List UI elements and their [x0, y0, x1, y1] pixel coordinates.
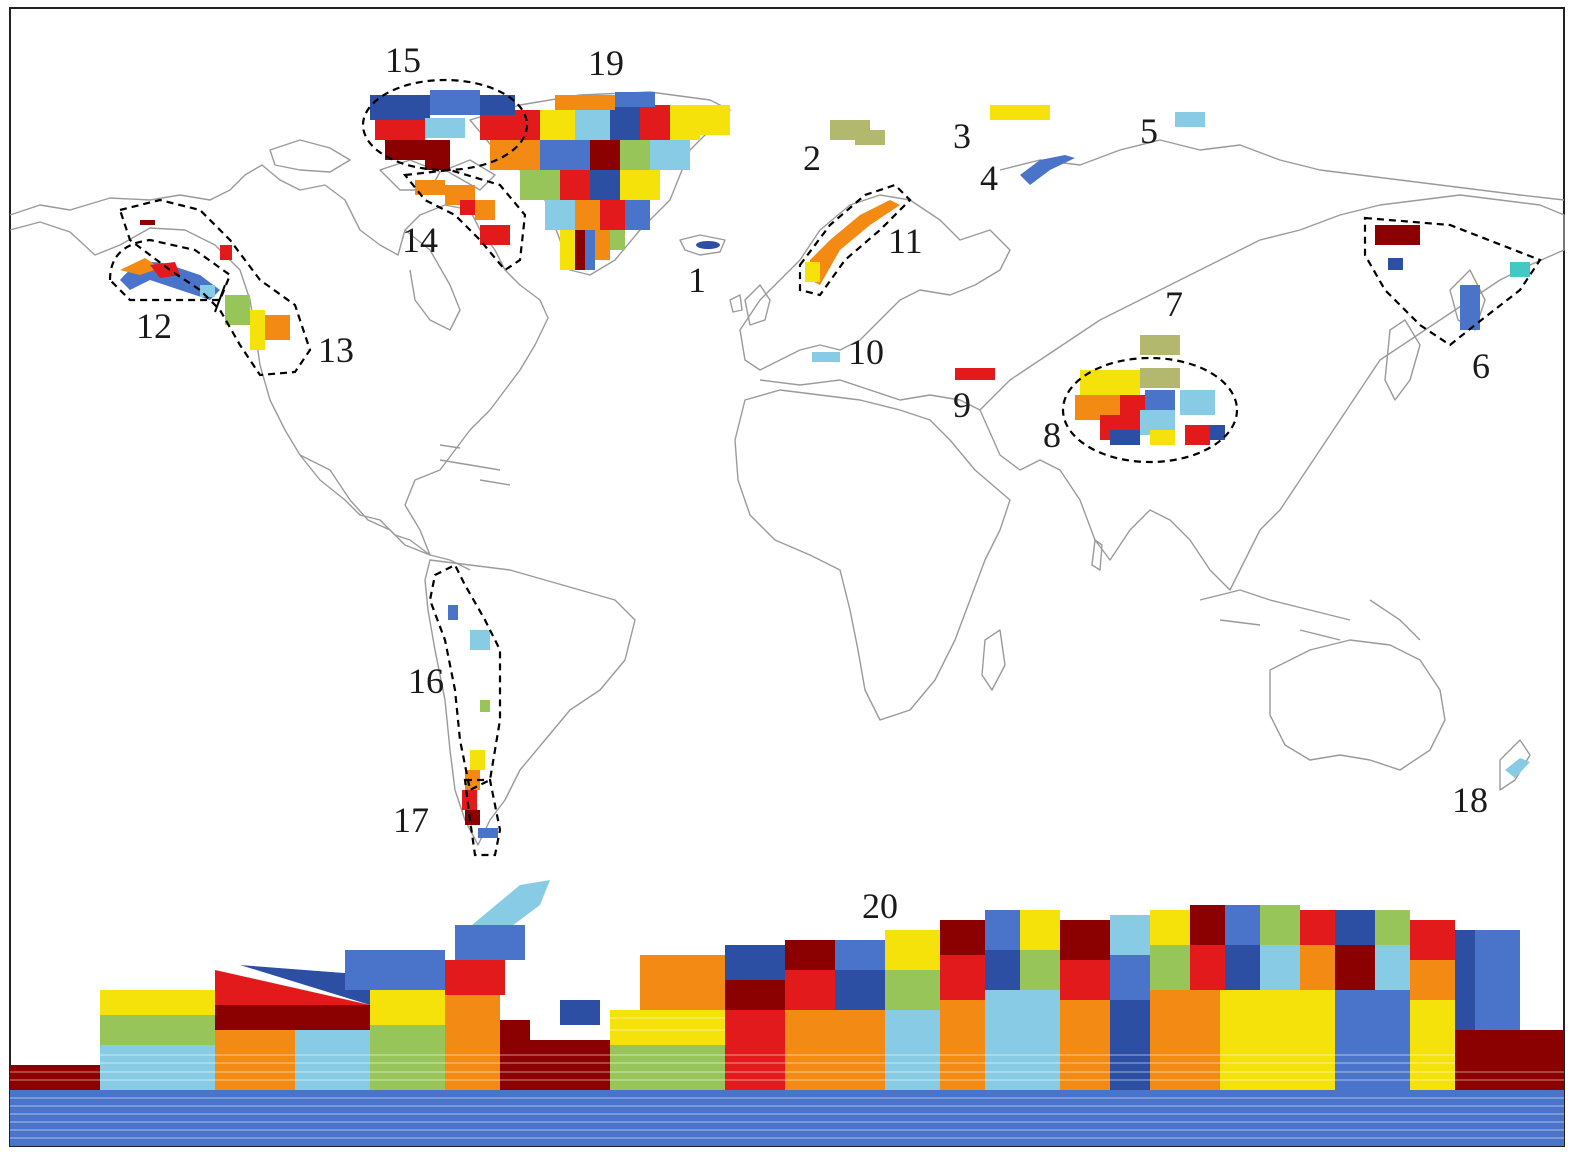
outline-region-16 [428, 563, 502, 792]
divider-12-13 [214, 284, 226, 313]
region-5-glaciers [1175, 112, 1205, 127]
outline-region-12 [108, 238, 232, 302]
region-label-13: 13 [318, 330, 354, 370]
coast-british-isles [729, 284, 771, 326]
region-17-glaciers [462, 750, 498, 838]
region-3-glaciers [990, 105, 1050, 120]
region-2-glaciers [830, 120, 885, 145]
region-label-10: 10 [848, 332, 884, 372]
coast-australia [1269, 639, 1446, 771]
region-label-6: 6 [1472, 346, 1490, 386]
region-19-glaciers [480, 92, 730, 270]
region-label-16: 16 [408, 661, 444, 701]
coast-indonesia [1199, 589, 1421, 641]
coast-mediterranean [759, 379, 981, 411]
region-label-15: 15 [385, 40, 421, 80]
glacier-regions [10, 90, 1564, 1146]
region-8-glaciers [1075, 368, 1225, 445]
outline-region-17 [463, 778, 502, 857]
coast-south-america [424, 559, 636, 846]
outline-region-8 [1061, 356, 1239, 464]
coast-iceland [679, 234, 726, 256]
coast-japan [1384, 319, 1421, 401]
coast-asia [979, 194, 1565, 591]
outline-region-14 [402, 168, 527, 272]
region-1-glaciers [696, 241, 720, 249]
region-label-7: 7 [1165, 284, 1183, 324]
region-9-glaciers [955, 368, 995, 380]
region-label-3: 3 [953, 116, 971, 156]
region-7-glaciers [1140, 335, 1180, 355]
region-label-14: 14 [402, 220, 438, 260]
region-label-12: 12 [136, 306, 172, 346]
region-label-2: 2 [803, 138, 821, 178]
region-label-9: 9 [953, 385, 971, 425]
region-label-11: 11 [888, 221, 923, 261]
region-15-glaciers [370, 90, 515, 170]
coast-caribbean [439, 444, 511, 486]
outline-region-13 [118, 198, 312, 377]
region-13-glaciers [140, 220, 290, 350]
coast-mexico [299, 454, 471, 571]
region-label-19: 19 [588, 43, 624, 83]
region-label-5: 5 [1140, 111, 1158, 151]
region-labels: 1 2 3 4 5 6 7 8 9 10 11 12 13 14 15 16 1… [136, 40, 1490, 926]
region-14-glaciers [415, 180, 510, 245]
coast-sri-lanka [1091, 539, 1103, 571]
region-20-antarctica [10, 880, 1564, 1146]
coast-madagascar [981, 629, 1006, 691]
region-label-20: 20 [862, 886, 898, 926]
region-label-4: 4 [980, 158, 998, 198]
region-label-17: 17 [393, 800, 429, 840]
region-outlines [108, 78, 1542, 857]
outline-region-6 [1363, 216, 1542, 347]
region-label-1: 1 [688, 260, 706, 300]
region-18-glaciers [1505, 758, 1530, 778]
outline-region-11 [798, 183, 912, 297]
region-16-glaciers [448, 605, 490, 712]
coast-hudson [404, 229, 461, 331]
region-10-glaciers [812, 352, 840, 362]
coast-europe [739, 194, 1011, 371]
coast-africa [734, 389, 1011, 721]
region-label-8: 8 [1043, 415, 1061, 455]
region-label-18: 18 [1452, 780, 1488, 820]
coast-arctic-siberia [999, 139, 1565, 201]
region-11-glaciers [805, 200, 900, 285]
region-6-glaciers [1375, 225, 1530, 330]
region-12-glaciers [120, 258, 220, 300]
region-4-glaciers [1020, 155, 1075, 185]
